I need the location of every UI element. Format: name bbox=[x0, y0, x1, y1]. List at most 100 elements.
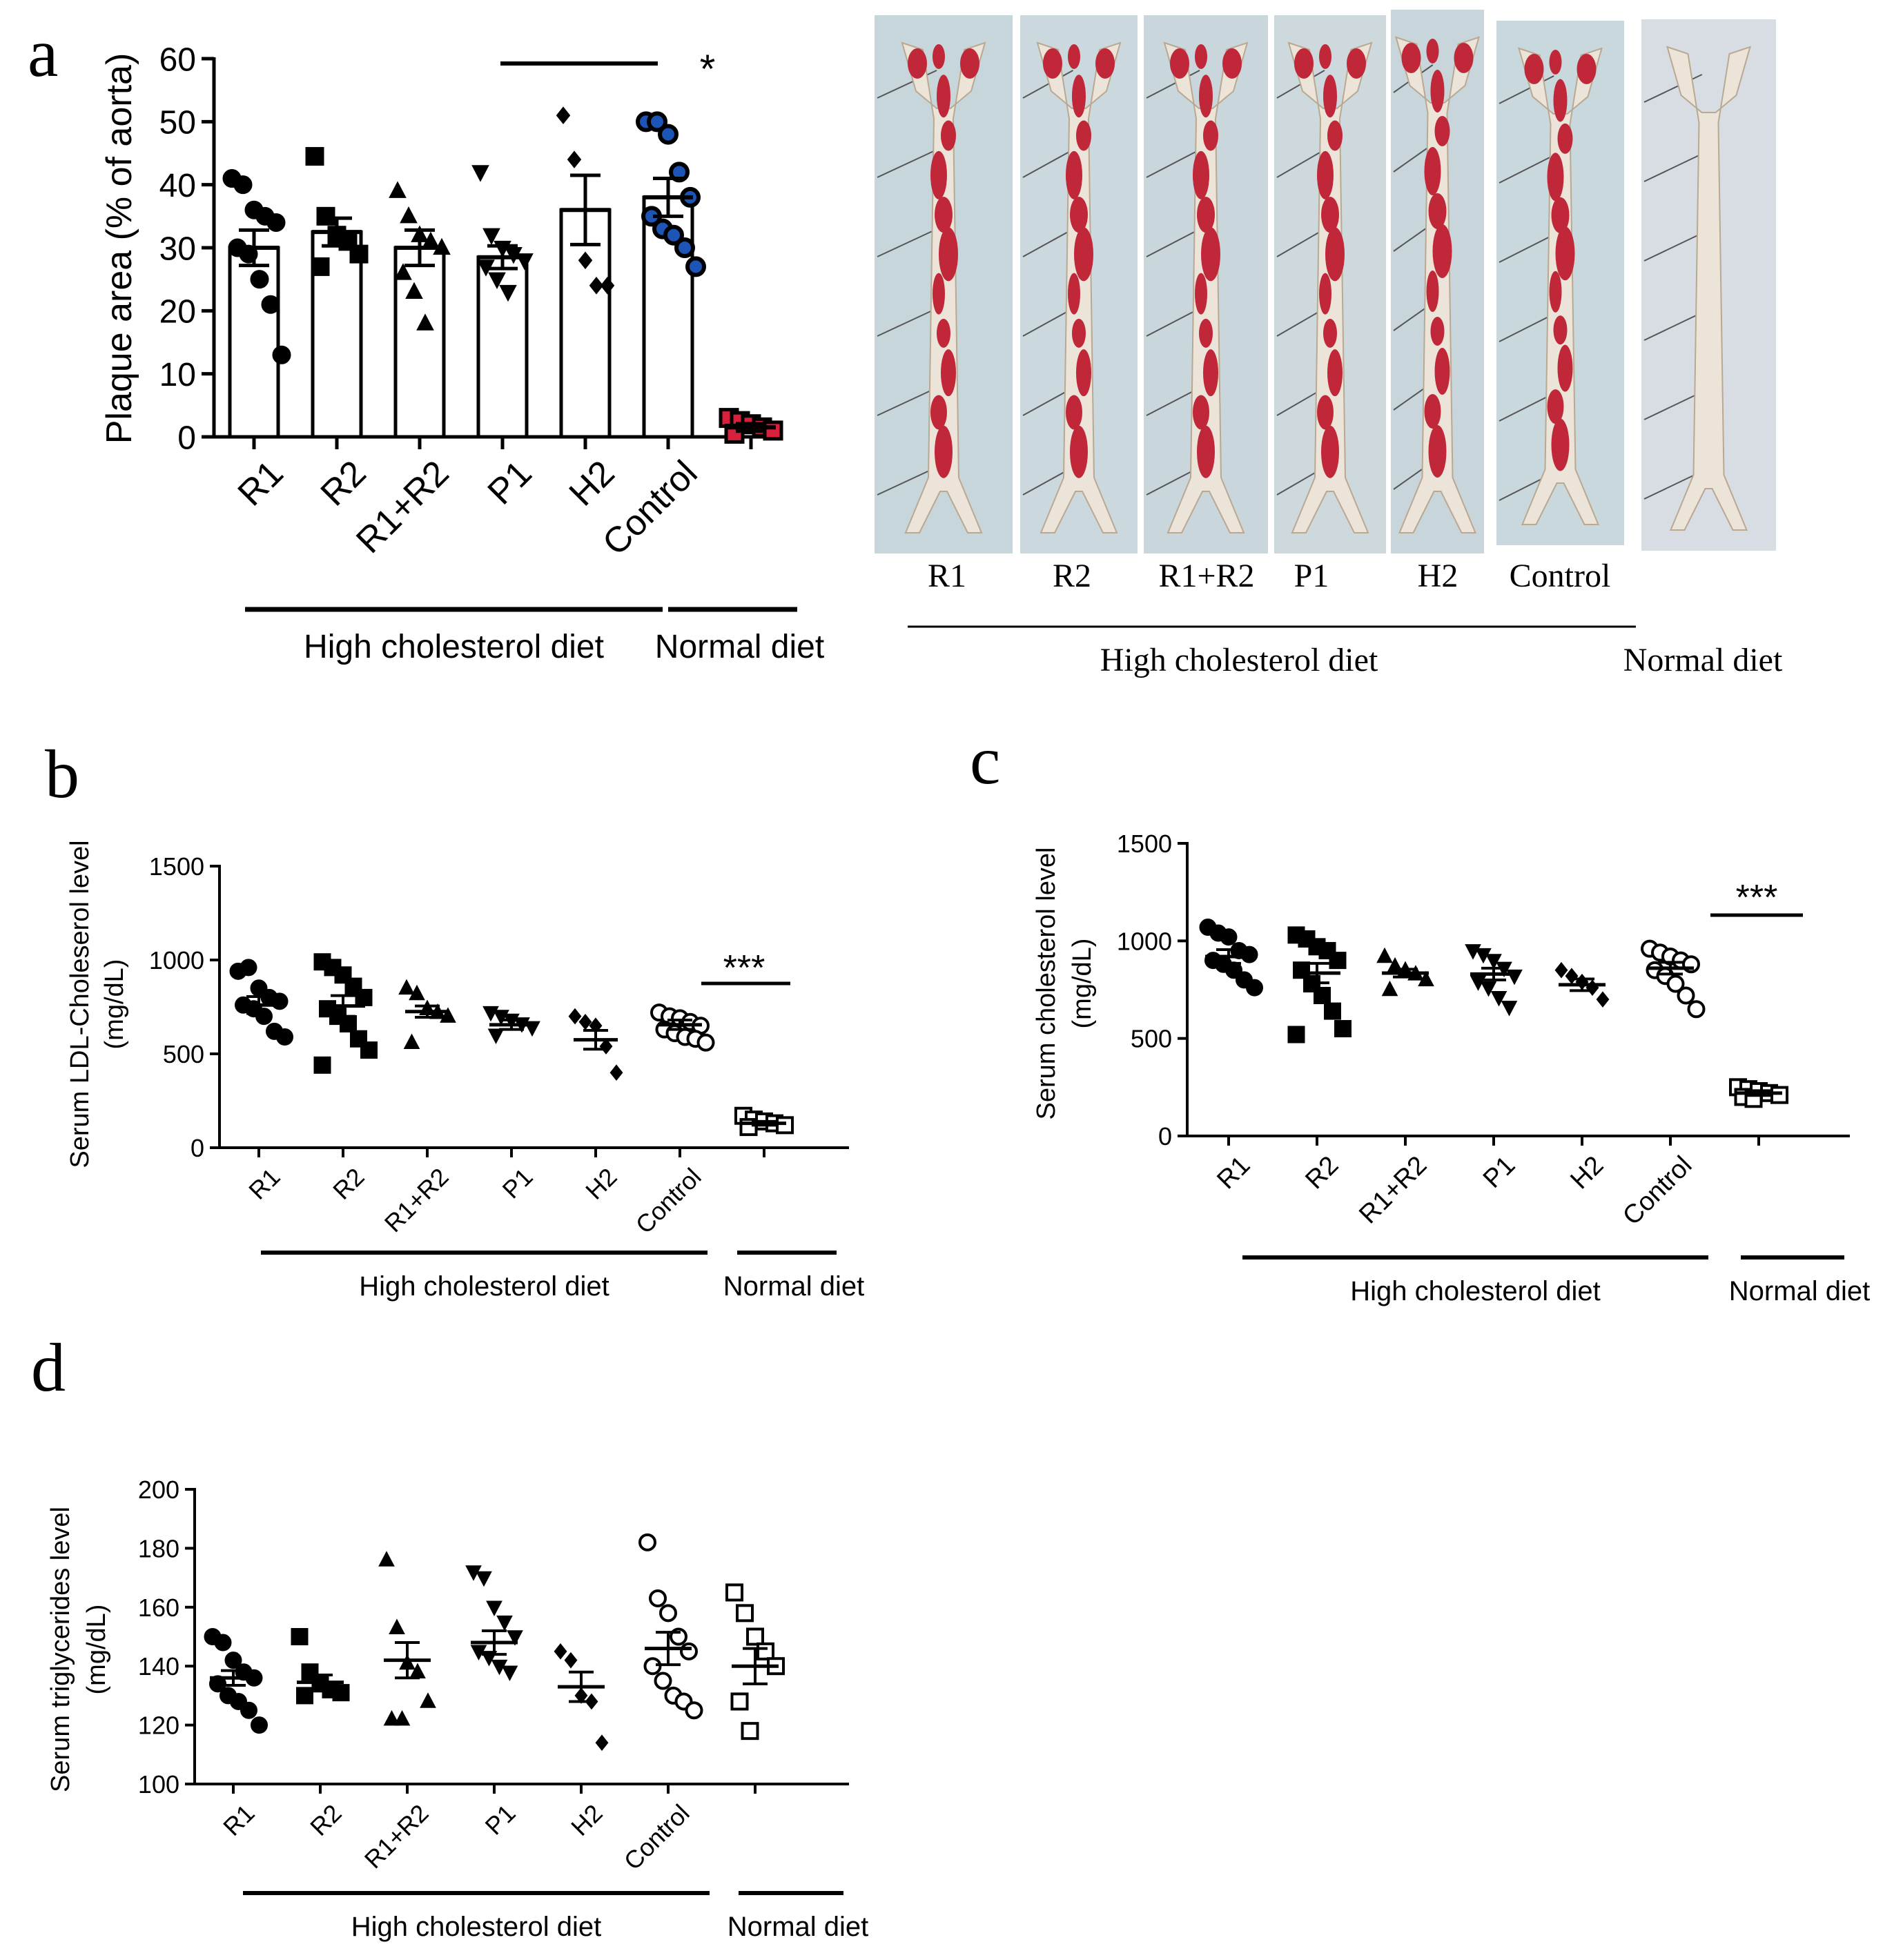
plaque-2-3 bbox=[1193, 150, 1209, 199]
point-a-4-4 bbox=[600, 276, 615, 295]
plaque-5-10 bbox=[1551, 418, 1570, 471]
plaque-4-9 bbox=[1424, 394, 1441, 429]
plaque-1-0 bbox=[1068, 44, 1080, 69]
point-a-4-1 bbox=[567, 150, 582, 168]
plaque-5-6 bbox=[1549, 271, 1562, 313]
point-d-5-0 bbox=[638, 1533, 656, 1551]
plaque-3-7 bbox=[1323, 318, 1337, 348]
point-a-0-7 bbox=[250, 270, 269, 289]
pin-6-2 bbox=[1643, 233, 1703, 262]
point-d-4-1 bbox=[564, 1652, 578, 1669]
bar-a-5 bbox=[642, 195, 694, 439]
plaque-4-6 bbox=[1426, 271, 1439, 312]
x-tick-label-d-5: Control bbox=[618, 1799, 695, 1875]
panel-label-a: a bbox=[28, 14, 58, 91]
photo-label-2: R1+R2 bbox=[1158, 558, 1254, 594]
point-d-0-2 bbox=[224, 1652, 242, 1669]
point-d-3-8 bbox=[501, 1665, 518, 1681]
significance-label-a: * bbox=[700, 47, 716, 92]
plaque-5-5 bbox=[1555, 226, 1575, 281]
point-b-3-5 bbox=[487, 1028, 505, 1044]
plaque-0-8 bbox=[941, 349, 956, 397]
point-d-5-4 bbox=[680, 1642, 698, 1660]
bar-a-4 bbox=[559, 208, 612, 439]
point-b-1-7 bbox=[340, 1015, 357, 1032]
plaque-0-7 bbox=[937, 318, 950, 348]
point-a-0-9 bbox=[272, 345, 291, 364]
plaque-0-2 bbox=[941, 120, 956, 151]
plaque-4-2 bbox=[1434, 116, 1450, 146]
plaque-5-4 bbox=[1551, 197, 1570, 233]
photo-label-0: R1 bbox=[928, 558, 966, 594]
point-a-1-5 bbox=[311, 257, 330, 276]
plaque-2-8 bbox=[1203, 349, 1218, 397]
plaque-4-5 bbox=[1432, 224, 1452, 278]
point-b-4-0 bbox=[568, 1008, 582, 1025]
pin-5-4 bbox=[1499, 393, 1554, 422]
plaque-1-1 bbox=[1072, 75, 1086, 118]
pin-5-1 bbox=[1499, 155, 1554, 184]
pin-5-3 bbox=[1499, 313, 1554, 342]
point-a-3-7 bbox=[499, 284, 517, 302]
y-axis-label-b-1: (mg/dL) bbox=[100, 959, 129, 1050]
point-a-1-1 bbox=[316, 206, 335, 226]
y-tick-label-c-1: 500 bbox=[1131, 1025, 1172, 1053]
plaque-3-1 bbox=[1323, 75, 1337, 118]
plaque-arch-r-4 bbox=[1454, 43, 1474, 73]
x-tick-label-c-2: R1+R2 bbox=[1354, 1150, 1432, 1229]
point-d-3-3 bbox=[496, 1615, 513, 1631]
photo-label-3: P1 bbox=[1294, 558, 1329, 594]
plaque-4-8 bbox=[1434, 348, 1450, 395]
plaque-1-10 bbox=[1070, 425, 1088, 478]
point-d-6-6 bbox=[741, 1722, 759, 1741]
pin-2-3 bbox=[1146, 308, 1200, 337]
plaque-2-4 bbox=[1197, 197, 1215, 233]
point-c-3-4 bbox=[1506, 969, 1523, 986]
plaque-2-9 bbox=[1193, 395, 1209, 430]
y-tick-label-a-6: 60 bbox=[159, 41, 196, 78]
point-c-1-10 bbox=[1287, 1026, 1305, 1043]
plaque-3-9 bbox=[1317, 395, 1334, 430]
pin-0-1 bbox=[877, 149, 937, 178]
point-a-3-1 bbox=[482, 228, 500, 246]
pin-6-3 bbox=[1643, 312, 1703, 341]
y-axis-label-c-0: Serum cholesterol level bbox=[1032, 847, 1061, 1120]
plaque-arch-l-0 bbox=[908, 48, 927, 79]
pin-1-1 bbox=[1022, 149, 1073, 178]
plaque-0-1 bbox=[937, 75, 950, 118]
plaque-0-5 bbox=[939, 227, 958, 282]
y-tick-label-c-2: 1000 bbox=[1117, 927, 1172, 955]
x-tick-label-b-5: Control bbox=[630, 1162, 707, 1239]
plaque-3-0 bbox=[1319, 44, 1331, 69]
pin-0-5 bbox=[877, 467, 937, 496]
plaque-arch-l-5 bbox=[1524, 54, 1544, 84]
point-d-1-0 bbox=[291, 1628, 309, 1645]
y-axis-label-b-0: Serum LDL-Choleserol level bbox=[66, 840, 95, 1168]
plaque-3-10 bbox=[1321, 425, 1339, 478]
point-c-1-8 bbox=[1324, 1002, 1341, 1020]
point-d-2-6 bbox=[393, 1709, 411, 1726]
pin-0-3 bbox=[877, 308, 937, 337]
plaque-5-9 bbox=[1547, 389, 1564, 424]
plaque-2-6 bbox=[1195, 273, 1207, 315]
point-c-5-9 bbox=[1687, 1000, 1706, 1019]
pin-4-1 bbox=[1393, 144, 1434, 173]
plaque-3-6 bbox=[1319, 273, 1331, 315]
point-c-2-5 bbox=[1381, 980, 1398, 997]
y-axis-label-c-1: (mg/dL) bbox=[1068, 939, 1097, 1029]
point-a-1-4 bbox=[349, 244, 369, 264]
point-d-6-5 bbox=[730, 1692, 749, 1711]
x-tick-label-a-4: H2 bbox=[562, 453, 623, 513]
plaque-4-1 bbox=[1430, 70, 1445, 112]
x-tick-label-a-5: Control bbox=[595, 453, 705, 563]
point-a-0-1 bbox=[233, 175, 253, 195]
y-tick-label-b-2: 1000 bbox=[149, 946, 204, 974]
chart-b: 0 500 1000 1500 Serum LDL-Choleserol level (m… bbox=[66, 840, 864, 1302]
point-c-2-0 bbox=[1376, 947, 1393, 963]
point-a-0-4 bbox=[266, 213, 286, 232]
point-a-5-8 bbox=[674, 237, 695, 258]
point-b-2-5 bbox=[403, 1033, 420, 1049]
point-d-2-5 bbox=[383, 1709, 400, 1726]
x-tick-label-c-0: R1 bbox=[1211, 1150, 1256, 1195]
